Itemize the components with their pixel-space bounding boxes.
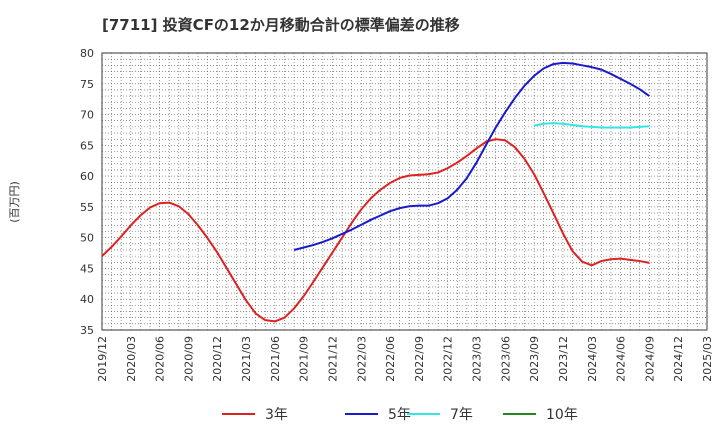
y-tick-label: 60: [80, 170, 94, 183]
x-tick-label: 2024/06: [615, 336, 628, 382]
y-tick-label: 80: [80, 47, 94, 60]
x-tick-label: 2023/06: [499, 336, 512, 382]
x-tick-label: 2020/12: [211, 336, 224, 382]
y-tick-label: 40: [80, 293, 94, 306]
series-line-5年: [293, 61, 650, 251]
series-lines: [101, 61, 650, 323]
legend: 3年 5年 7年 10年: [222, 407, 578, 423]
x-tick-label: 2019/12: [96, 336, 109, 382]
y-tick-label: 55: [80, 201, 94, 214]
y-tick-labels: 35 40 45 50 55 60 65 70 75 80: [80, 47, 94, 337]
legend-label-5年: 5年: [388, 407, 411, 423]
plot-area: [101, 52, 708, 331]
x-tick-label: 2025/03: [701, 336, 714, 382]
y-axis-label: (百万円): [8, 181, 21, 223]
x-tick-label: 2021/03: [240, 336, 253, 382]
grid: [101, 53, 708, 330]
x-tick-label: 2023/03: [471, 336, 484, 382]
x-tick-label: 2024/09: [643, 336, 656, 382]
y-tick-label: 70: [80, 109, 94, 122]
x-tick-label: 2022/12: [442, 336, 455, 382]
y-tick-label: 65: [80, 139, 94, 152]
x-tick-label: 2022/03: [355, 336, 368, 382]
x-tick-label: 2021/12: [326, 336, 339, 382]
x-tick-label: 2024/12: [672, 336, 685, 382]
y-tick-label: 75: [80, 78, 94, 91]
x-tick-label: 2022/09: [413, 336, 426, 382]
series-line-3年: [101, 138, 650, 323]
x-tick-label: 2021/09: [298, 336, 311, 382]
x-tick-labels: 2019/12 2020/03 2020/06 2020/09 2020/12 2021/…: [96, 336, 714, 382]
y-tick-label: 50: [80, 232, 94, 245]
x-tick-label: 2022/06: [384, 336, 397, 382]
x-tick-label: 2020/06: [154, 336, 167, 382]
legend-label-3年: 3年: [265, 407, 288, 423]
x-tick-label: 2023/12: [557, 336, 570, 382]
x-tick-label: 2020/03: [125, 336, 138, 382]
legend-label-7年: 7年: [450, 407, 473, 423]
y-tick-label: 45: [80, 262, 94, 275]
chart-title: [7711] 投資CFの12か月移動合計の標準偏差の推移: [102, 16, 460, 34]
series-line-7年: [533, 122, 650, 129]
x-tick-label: 2023/09: [528, 336, 541, 382]
x-tick-label: 2021/06: [269, 336, 282, 382]
legend-label-10年: 10年: [546, 407, 578, 423]
x-tick-label: 2024/03: [586, 336, 599, 382]
x-tick-label: 2020/09: [182, 336, 195, 382]
y-tick-label: 35: [80, 324, 94, 337]
